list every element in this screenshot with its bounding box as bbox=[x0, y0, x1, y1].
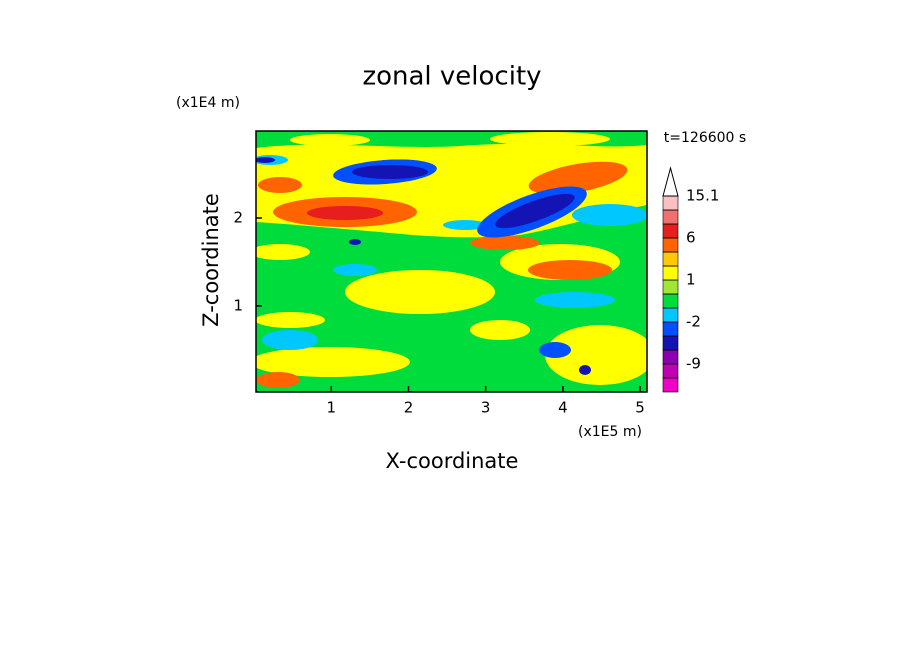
colorbar-segment bbox=[662, 209, 679, 225]
chart-title: zonal velocity bbox=[362, 62, 541, 92]
y-tick-label: 1 bbox=[233, 296, 243, 314]
colorbar-tick-label: 1 bbox=[686, 271, 696, 289]
colorbar-segment bbox=[662, 335, 679, 351]
colorbar-segment bbox=[662, 251, 679, 267]
contour-region bbox=[333, 264, 377, 276]
x-tick-label: 1 bbox=[326, 399, 336, 417]
x-tick-label: 2 bbox=[404, 399, 414, 417]
contour-region bbox=[345, 270, 495, 314]
colorbar-segment bbox=[662, 223, 679, 239]
contour-region bbox=[545, 325, 647, 385]
contour-region bbox=[262, 330, 318, 350]
colorbar-segment bbox=[662, 195, 679, 211]
colorbar-segment bbox=[662, 237, 679, 253]
contour-region bbox=[539, 342, 571, 358]
contour-field bbox=[256, 131, 647, 392]
colorbar-segment bbox=[662, 349, 679, 365]
contour-region bbox=[256, 347, 410, 377]
contour-region bbox=[307, 206, 383, 220]
contour-region bbox=[572, 204, 647, 226]
colorbar-segment bbox=[662, 293, 679, 309]
contour-region bbox=[470, 236, 540, 250]
time-label: t=126600 s bbox=[664, 130, 746, 146]
colorbar-tick-label: -2 bbox=[686, 313, 701, 331]
contour-region bbox=[256, 372, 300, 388]
colorbar-tick-label: 6 bbox=[686, 229, 696, 247]
y-tick-label: 2 bbox=[233, 209, 243, 227]
colorbar-segment bbox=[662, 265, 679, 281]
contour-region bbox=[528, 260, 612, 280]
contour-region bbox=[495, 193, 575, 229]
contour-region bbox=[352, 165, 428, 179]
x-tick-label: 3 bbox=[481, 399, 491, 417]
colorbar-segment bbox=[662, 307, 679, 323]
x-tick-label: 4 bbox=[558, 399, 568, 417]
contour-region bbox=[535, 292, 615, 308]
colorbar-tick-label: -9 bbox=[686, 355, 701, 373]
x-tick-label: 5 bbox=[635, 399, 645, 417]
colorbar-arrow bbox=[662, 166, 679, 197]
x-axis-label: X-coordinate bbox=[386, 449, 519, 473]
contour-region bbox=[256, 244, 310, 260]
colorbar-segment bbox=[662, 279, 679, 295]
colorbar-segment bbox=[662, 321, 679, 337]
contour-region bbox=[443, 220, 487, 230]
y-axis-label: Z-coordinate bbox=[199, 193, 223, 327]
contour-region bbox=[528, 161, 628, 195]
colorbar-segment bbox=[662, 377, 679, 393]
contour-region bbox=[470, 320, 530, 340]
contour-region bbox=[579, 365, 591, 375]
contour-region bbox=[258, 177, 302, 193]
contour-region bbox=[256, 157, 275, 163]
contour-region bbox=[490, 132, 610, 146]
contour-region bbox=[349, 239, 361, 245]
contour-region bbox=[290, 134, 370, 146]
colorbar-tick-label: 15.1 bbox=[686, 187, 719, 205]
y-unit: (x1E4 m) bbox=[176, 95, 240, 111]
colorbar-segment bbox=[662, 363, 679, 379]
x-unit: (x1E5 m) bbox=[578, 424, 642, 440]
contour-region bbox=[256, 312, 325, 328]
plot-frame bbox=[255, 130, 648, 393]
